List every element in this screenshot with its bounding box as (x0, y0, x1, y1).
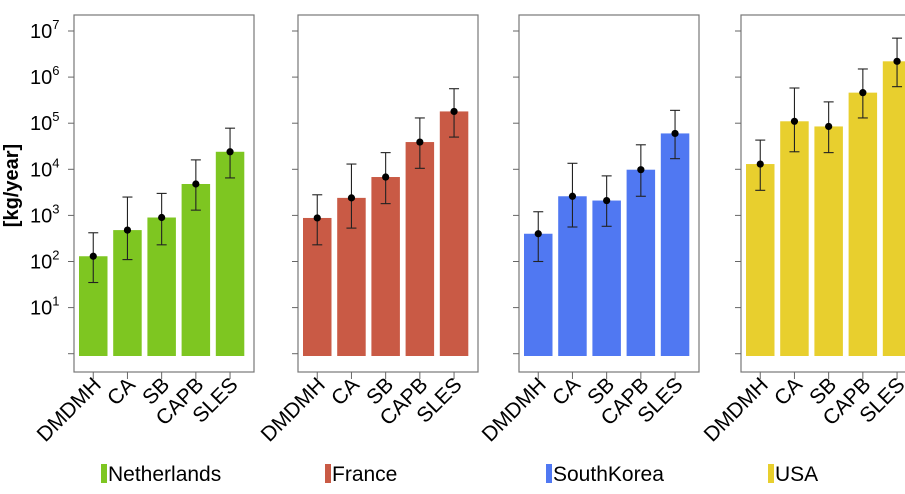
bar-usa-sles (882, 61, 905, 356)
point-netherlands-sles (226, 148, 234, 156)
legend-label-france: France (332, 463, 397, 486)
panel-frame-usa (740, 14, 905, 373)
bar-france-sles (439, 111, 469, 356)
point-france-sb (382, 173, 390, 181)
bar-netherlands-capb (181, 183, 211, 356)
y-tick-label: 101 (30, 294, 59, 320)
point-southkorea-sb (603, 196, 611, 205)
y-axis-title: [kg/year] (1, 144, 23, 227)
point-netherlands-ca (123, 226, 132, 234)
point-netherlands-dmdmh (89, 252, 97, 260)
legend-label-southkorea: SouthKorea (553, 463, 664, 486)
point-usa-sb (825, 122, 833, 131)
category-label-france-ca: CA (327, 373, 364, 410)
point-netherlands-sb (158, 213, 166, 222)
category-label-southkorea-ca: CA (548, 373, 585, 410)
bar-netherlands-sles (215, 151, 245, 356)
legend-label-usa: USA (775, 463, 818, 486)
category-label-southkorea-dmdmh: DMDMH (478, 373, 551, 446)
point-usa-capb (859, 89, 867, 97)
category-label-usa-dmdmh: DMDMH (700, 373, 773, 446)
y-tick-label: 105 (30, 109, 59, 135)
legend-swatch-usa (768, 464, 774, 483)
point-usa-ca (790, 117, 799, 125)
bar-southkorea-sles (660, 133, 690, 356)
point-netherlands-capb (192, 180, 200, 188)
point-france-capb (416, 138, 424, 146)
point-france-dmdmh (313, 214, 321, 222)
category-label-netherlands-dmdmh: DMDMH (33, 373, 106, 446)
point-southkorea-ca (568, 192, 577, 200)
panel-frame-netherlands (73, 14, 255, 373)
legend-swatch-france (325, 464, 331, 483)
panel-frame-southkorea (518, 14, 700, 373)
legend-swatch-southkorea (546, 464, 552, 483)
bar-usa-sb (814, 126, 843, 356)
category-label-france-dmdmh: DMDMH (257, 373, 330, 446)
point-southkorea-dmdmh (534, 230, 542, 238)
y-tick-label: 107 (30, 17, 59, 43)
legend-label-netherlands: Netherlands (108, 463, 221, 486)
y-tick-label: 104 (30, 155, 59, 181)
y-tick-label: 103 (30, 201, 59, 227)
category-label-usa-ca: CA (770, 373, 807, 410)
bar-usa-capb (848, 92, 878, 357)
point-southkorea-sles (671, 129, 679, 138)
bar-france-sb (371, 177, 400, 356)
bar-southkorea-capb (626, 169, 656, 356)
point-france-sles (450, 107, 458, 116)
point-southkorea-capb (637, 166, 645, 174)
bar-france-capb (405, 142, 435, 356)
legend-swatch-netherlands (101, 464, 107, 483)
bar-usa-ca (780, 121, 809, 356)
y-tick-label: 106 (30, 63, 59, 89)
point-usa-sles (893, 57, 901, 65)
point-france-ca (347, 194, 356, 202)
y-tick-label: 102 (30, 248, 59, 274)
panel-frame-france (297, 14, 479, 373)
point-usa-dmdmh (756, 160, 764, 168)
bar-usa-dmdmh (746, 164, 775, 356)
category-label-netherlands-ca: CA (103, 373, 140, 410)
